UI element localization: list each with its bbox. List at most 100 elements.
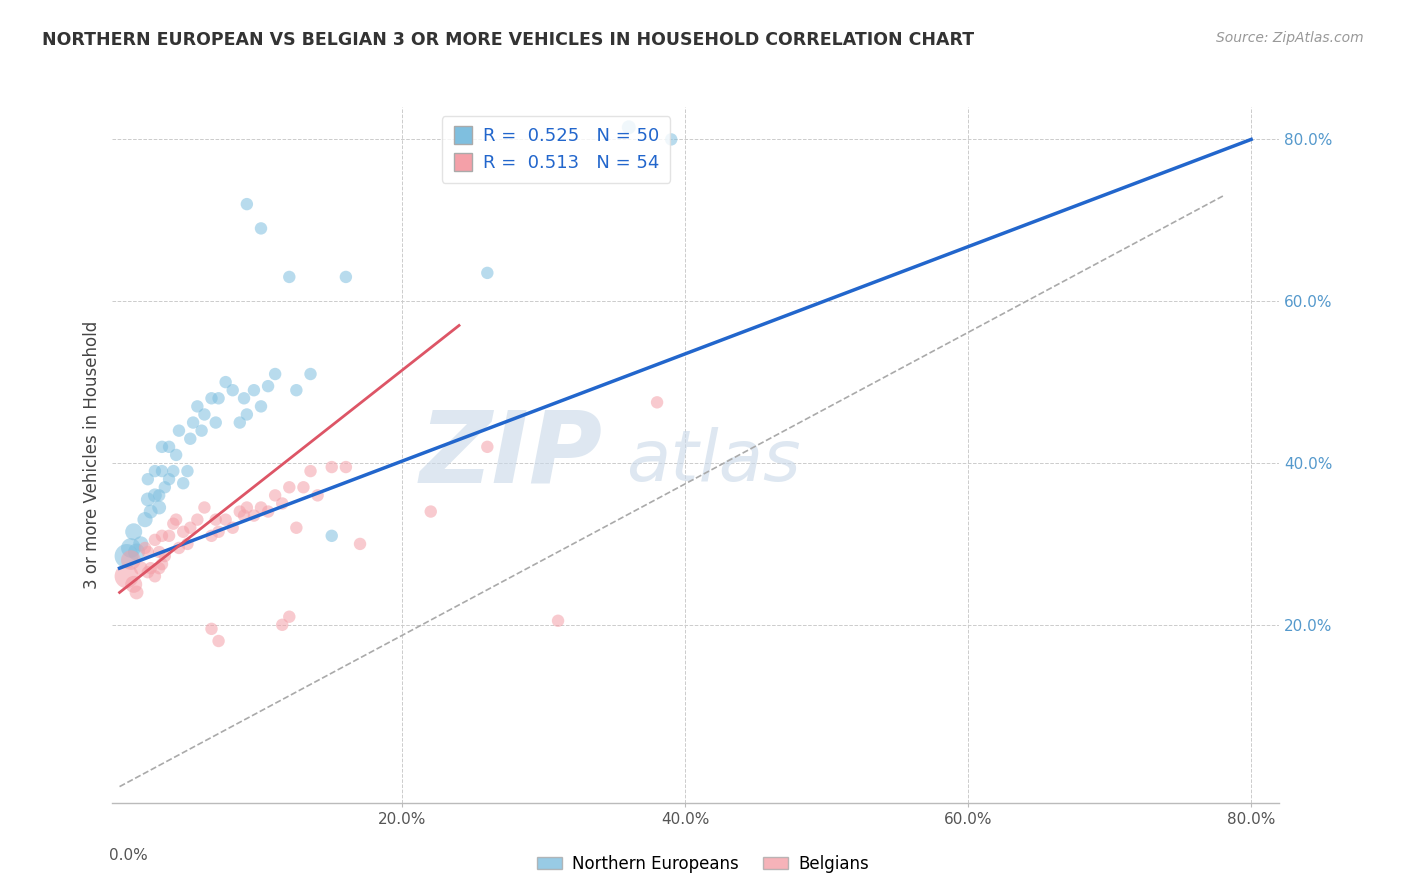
Point xyxy=(257,504,280,518)
Point xyxy=(120,541,142,555)
Point xyxy=(186,513,208,527)
Point xyxy=(153,549,176,563)
Point xyxy=(162,516,184,531)
Y-axis label: 3 or more Vehicles in Household: 3 or more Vehicles in Household xyxy=(83,321,101,589)
Point xyxy=(143,464,166,478)
Point xyxy=(207,392,229,406)
Point xyxy=(321,529,343,543)
Point xyxy=(335,269,357,284)
Point xyxy=(148,488,170,502)
Point xyxy=(419,504,441,518)
Point xyxy=(299,367,322,381)
Point xyxy=(136,545,159,559)
Point xyxy=(157,472,180,486)
Point xyxy=(243,383,266,397)
Point xyxy=(229,504,252,518)
Point xyxy=(143,533,166,547)
Point xyxy=(233,392,256,406)
Legend: R =  0.525   N = 50, R =  0.513   N = 54: R = 0.525 N = 50, R = 0.513 N = 54 xyxy=(441,116,671,183)
Point xyxy=(172,476,194,491)
Point xyxy=(134,541,156,555)
Point xyxy=(278,609,301,624)
Point xyxy=(148,545,170,559)
Point xyxy=(264,367,287,381)
Point xyxy=(190,424,212,438)
Point xyxy=(547,614,569,628)
Point xyxy=(236,408,259,422)
Point xyxy=(115,569,138,583)
Point xyxy=(150,557,173,571)
Point xyxy=(307,488,329,502)
Point xyxy=(136,492,159,507)
Point xyxy=(167,424,190,438)
Point xyxy=(125,585,148,599)
Point xyxy=(143,569,166,583)
Point xyxy=(264,488,287,502)
Point xyxy=(257,379,280,393)
Point xyxy=(278,480,301,494)
Point xyxy=(271,617,294,632)
Point xyxy=(236,500,259,515)
Point xyxy=(349,537,371,551)
Point xyxy=(617,120,640,135)
Point xyxy=(200,622,222,636)
Point xyxy=(659,132,682,146)
Point xyxy=(129,561,152,575)
Point xyxy=(139,561,162,575)
Point xyxy=(176,537,198,551)
Point xyxy=(136,566,159,580)
Point xyxy=(153,480,176,494)
Point xyxy=(278,269,301,284)
Point xyxy=(165,513,187,527)
Point xyxy=(250,400,273,414)
Point xyxy=(285,521,308,535)
Point xyxy=(193,408,215,422)
Point xyxy=(167,541,190,555)
Text: NORTHERN EUROPEAN VS BELGIAN 3 OR MORE VEHICLES IN HOUSEHOLD CORRELATION CHART: NORTHERN EUROPEAN VS BELGIAN 3 OR MORE V… xyxy=(42,31,974,49)
Point xyxy=(250,500,273,515)
Point xyxy=(150,464,173,478)
Point xyxy=(233,508,256,523)
Point xyxy=(229,416,252,430)
Text: atlas: atlas xyxy=(626,427,800,496)
Point xyxy=(139,504,162,518)
Point xyxy=(162,464,184,478)
Point xyxy=(115,549,138,563)
Point xyxy=(477,266,499,280)
Point xyxy=(243,508,266,523)
Point xyxy=(207,524,229,539)
Point xyxy=(335,460,357,475)
Point xyxy=(134,513,156,527)
Point xyxy=(150,529,173,543)
Point xyxy=(477,440,499,454)
Point xyxy=(645,395,668,409)
Text: ZIP: ZIP xyxy=(419,407,603,503)
Point xyxy=(193,500,215,515)
Point xyxy=(148,500,170,515)
Point xyxy=(222,383,245,397)
Point xyxy=(176,464,198,478)
Point xyxy=(186,400,208,414)
Point xyxy=(285,383,308,397)
Point xyxy=(136,472,159,486)
Point xyxy=(143,488,166,502)
Point xyxy=(181,416,204,430)
Point xyxy=(120,553,142,567)
Point xyxy=(122,577,145,591)
Point xyxy=(207,634,229,648)
Point xyxy=(122,524,145,539)
Point xyxy=(292,480,315,494)
Point xyxy=(214,513,236,527)
Point xyxy=(179,521,201,535)
Text: 0.0%: 0.0% xyxy=(110,848,148,863)
Point xyxy=(200,529,222,543)
Point xyxy=(150,440,173,454)
Point xyxy=(200,392,222,406)
Point xyxy=(204,513,226,527)
Text: Source: ZipAtlas.com: Source: ZipAtlas.com xyxy=(1216,31,1364,45)
Point xyxy=(125,545,148,559)
Point xyxy=(179,432,201,446)
Point xyxy=(157,440,180,454)
Legend: Northern Europeans, Belgians: Northern Europeans, Belgians xyxy=(530,848,876,880)
Point xyxy=(321,460,343,475)
